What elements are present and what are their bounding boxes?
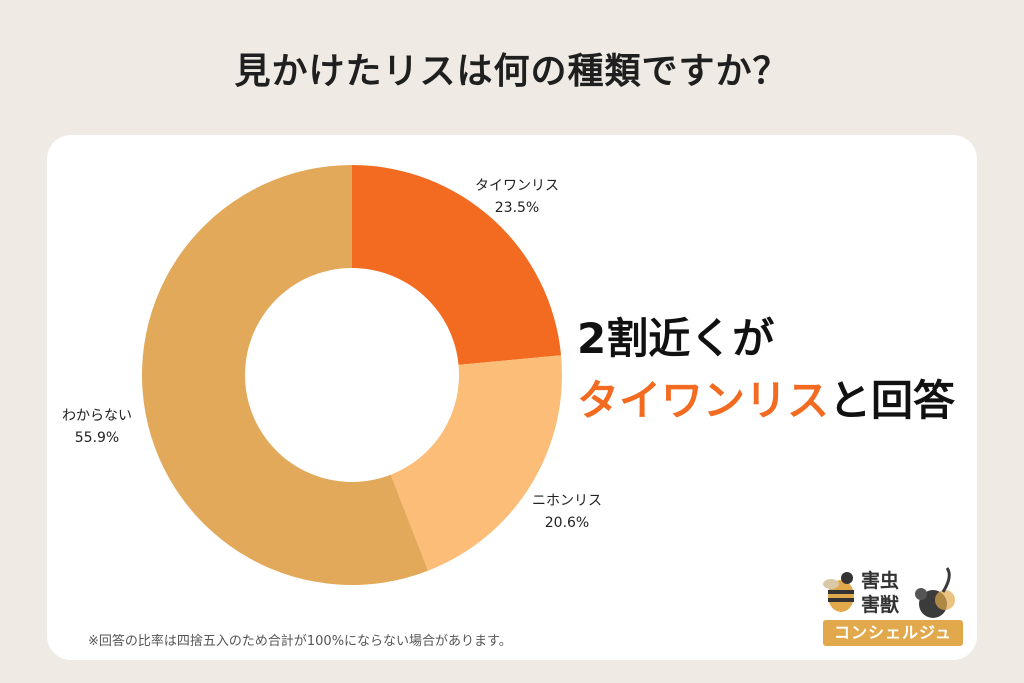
footnote: ※回答の比率は四捨五入のため合計が100%にならない場合があります。 [88, 634, 512, 649]
rat-icon [915, 567, 955, 618]
callout-line-2: タイワンリスと回答 [577, 370, 955, 432]
logo-line-2: 害獣 [861, 594, 900, 616]
logo-illustration [823, 567, 955, 618]
slice-category-label: タイワンリス [475, 178, 559, 194]
slice-value-label: 55.9% [75, 430, 119, 446]
callout-line-2-rest: と回答 [829, 376, 956, 425]
bee-icon [823, 572, 854, 612]
slice-value-label: 23.5% [495, 200, 539, 216]
chart-title: 見かけたリスは何の種類ですか？ [234, 51, 790, 92]
brand-logo: 害虫 害獣 コンシェルジュ [815, 566, 965, 648]
donut-slice [352, 165, 562, 365]
donut-slice [141, 165, 429, 585]
donut-slices [141, 165, 562, 585]
donut-slice [390, 355, 562, 571]
headline-callout: 2割近くが タイワンリスと回答 [577, 308, 955, 432]
slice-category-label: ニホンリス [532, 493, 602, 509]
slice-labels: タイワンリス 23.5% ニホンリス 20.6% わからない 55.9% [62, 178, 602, 531]
donut-chart: タイワンリス 23.5% ニホンリス 20.6% わからない 55.9% [62, 165, 602, 585]
callout-line-1: 2割近くが [577, 314, 775, 363]
slice-category-label: わからない [62, 408, 132, 424]
logo-line-1: 害虫 [861, 570, 900, 592]
chart-card: タイワンリス 23.5% ニホンリス 20.6% わからない 55.9% [47, 135, 977, 660]
logo-banner: コンシェルジュ [823, 620, 963, 646]
slice-value-label: 20.6% [545, 515, 589, 531]
callout-highlight: タイワンリス [577, 376, 830, 425]
